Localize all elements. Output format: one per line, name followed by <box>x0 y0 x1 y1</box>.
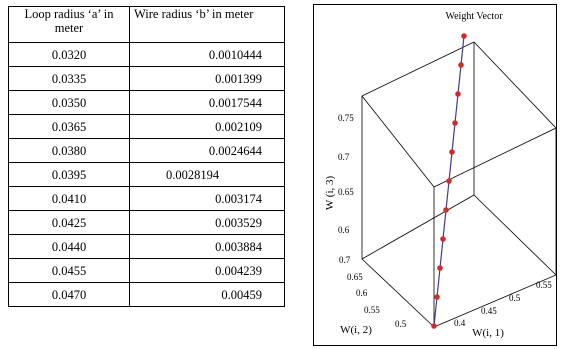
y-tick-label: 0.55 <box>364 305 380 315</box>
wire-radius-cell: 0.0028194 <box>129 162 285 187</box>
loop-radius-cell: 0.0350 <box>8 90 130 115</box>
z-axis-label: W (i, 3) <box>324 176 336 211</box>
wire-radius-cell: 0.0010444 <box>129 42 285 67</box>
z-tick-label: 0.65 <box>338 187 354 197</box>
loop-radius-cell: 0.0410 <box>8 186 130 211</box>
loop-radius-cell: 0.0335 <box>8 66 130 91</box>
data-point <box>431 323 437 329</box>
loop-radius-cell: 0.0320 <box>8 42 130 67</box>
z-tick-label: 0.6 <box>338 225 350 235</box>
table-row: 0.0350 0.0017544 <box>8 90 285 115</box>
data-point <box>452 120 458 126</box>
plot-box <box>361 41 556 328</box>
table-row: 0.0395 0.0028194 <box>8 162 285 187</box>
wire-radius-cell: 0.001399 <box>129 66 285 91</box>
table-row: 0.0470 0.00459 <box>8 282 285 307</box>
table-header-row: Loop radius ‘a’ in meter Wire radius ‘b’… <box>8 6 285 43</box>
radius-table: Loop radius ‘a’ in meter Wire radius ‘b’… <box>8 6 285 307</box>
cube-edge <box>361 258 435 328</box>
chart-title: Weight Vector <box>445 11 503 22</box>
z-tick-label: 0.75 <box>338 113 354 123</box>
y-axis-label: W(i, 2) <box>340 324 372 336</box>
data-point <box>440 236 446 242</box>
wire-radius-cell: 0.0017544 <box>129 90 285 115</box>
table-row: 0.0410 0.003174 <box>8 186 285 211</box>
loop-radius-cell: 0.0395 <box>8 162 130 187</box>
wire-radius-cell: 0.003884 <box>129 234 285 259</box>
y-tick-label: 0.5 <box>395 319 407 329</box>
x-tick-label: 0.45 <box>481 306 497 316</box>
data-point <box>449 149 455 155</box>
cube-edge <box>361 194 475 260</box>
table-row: 0.0455 0.004239 <box>8 258 285 283</box>
y-tick-label: 0.6 <box>356 288 368 298</box>
cube-edge <box>473 41 556 129</box>
cube-edge <box>361 41 475 97</box>
x-tick-label: 0.55 <box>536 280 552 290</box>
loop-radius-cell: 0.0425 <box>8 210 130 235</box>
wire-radius-cell: 0.002109 <box>129 114 285 139</box>
data-point <box>455 91 461 97</box>
loop-radius-cell: 0.0365 <box>8 114 130 139</box>
y-tick-label: 0.65 <box>347 272 363 282</box>
loop-radius-cell: 0.0440 <box>8 234 130 259</box>
data-point <box>461 33 467 39</box>
table-row: 0.0425 0.003529 <box>8 210 285 235</box>
table-row: 0.0335 0.001399 <box>8 66 285 91</box>
data-series <box>431 33 467 329</box>
table-row: 0.0365 0.002109 <box>8 114 285 139</box>
data-point <box>458 62 464 68</box>
loop-radius-cell: 0.0455 <box>8 258 130 283</box>
cube-edge <box>433 127 556 188</box>
loop-radius-cell: 0.0470 <box>8 282 130 307</box>
wire-radius-cell: 0.00459 <box>129 282 285 307</box>
table-row: 0.0440 0.003884 <box>8 234 285 259</box>
x-tick-label: 0.5 <box>509 293 521 303</box>
cube-edge <box>433 274 556 328</box>
x-tick-label: 0.4 <box>454 318 466 328</box>
y-tick-label: 0.7 <box>339 255 351 265</box>
data-point <box>434 294 440 300</box>
cube-edge <box>361 95 435 188</box>
tick-labels: 0.75 0.7 0.65 0.6 0.7 0.65 0.6 0.55 0.5 0.4 0.45 0.… <box>338 113 552 329</box>
wire-radius-cell: 0.0024644 <box>129 138 285 163</box>
table-row: 0.0380 0.0024644 <box>8 138 285 163</box>
table-body: 0.0320 0.0010444 0.0335 0.001399 0.0350 0.001… <box>8 42 285 307</box>
loop-radius-cell: 0.0380 <box>8 138 130 163</box>
cube-edge <box>473 194 556 276</box>
z-tick-label: 0.7 <box>338 152 350 162</box>
column-header-loop-radius: Loop radius ‘a’ in meter <box>8 6 130 43</box>
wire-radius-cell: 0.003529 <box>129 210 285 235</box>
column-header-wire-radius: Wire radius ‘b’ in meter <box>129 6 285 43</box>
wire-radius-cell: 0.003174 <box>129 186 285 211</box>
x-axis-label: W(i, 1) <box>472 327 504 339</box>
weight-vector-chart: Weight Vector W (i, 3) W(i, 2) W(i, 1) 0… <box>324 11 556 339</box>
data-point <box>437 265 443 271</box>
wire-radius-cell: 0.004239 <box>129 258 285 283</box>
table-row: 0.0320 0.0010444 <box>8 42 285 67</box>
weight-vector-plot: Weight Vector W (i, 3) W(i, 2) W(i, 1) 0… <box>313 4 557 346</box>
data-point <box>443 207 449 213</box>
data-point <box>446 178 452 184</box>
